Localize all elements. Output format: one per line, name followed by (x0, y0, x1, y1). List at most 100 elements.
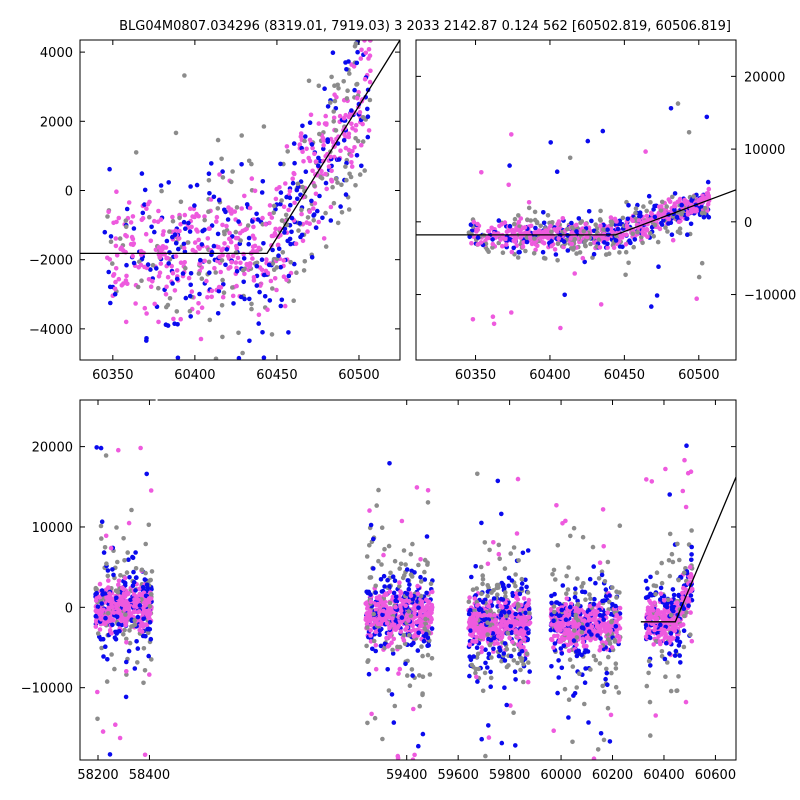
point-gray (408, 572, 414, 577)
point-magenta (222, 241, 227, 246)
point-blue (681, 628, 687, 633)
x-tick-label: 60450 (604, 368, 645, 383)
point-gray (647, 699, 653, 705)
point-magenta (109, 604, 114, 609)
point-blue (502, 658, 508, 663)
point-magenta (428, 619, 434, 625)
point-magenta (471, 219, 477, 225)
point-gray (597, 661, 603, 666)
point-gray (121, 632, 126, 637)
point-blue (188, 282, 193, 288)
point-blue (656, 264, 661, 270)
point-blue (490, 237, 495, 242)
point-blue (330, 50, 336, 55)
point-gray (133, 566, 139, 571)
point-magenta (197, 261, 202, 267)
point-blue (524, 626, 529, 631)
point-gray (398, 561, 404, 567)
point-blue (142, 187, 148, 193)
point-gray (300, 184, 305, 190)
point-blue (648, 663, 653, 668)
point-blue (114, 595, 119, 601)
point-magenta (321, 236, 327, 241)
point-magenta (506, 182, 512, 188)
point-gray (475, 471, 480, 477)
point-magenta (489, 225, 495, 231)
point-magenta (116, 578, 122, 584)
point-gray (425, 652, 431, 658)
point-blue (483, 660, 488, 666)
point-blue (496, 653, 502, 659)
point-gray (635, 229, 640, 235)
x-tick-label: 60200 (592, 768, 633, 783)
point-magenta (495, 634, 501, 639)
point-gray (571, 525, 577, 531)
point-gray (623, 272, 628, 278)
point-blue (485, 665, 490, 670)
point-magenta (196, 301, 201, 306)
point-gray (364, 643, 369, 649)
point-gray (590, 544, 596, 550)
point-magenta (548, 223, 553, 229)
point-gray (596, 576, 602, 581)
point-blue (556, 613, 562, 619)
point-blue (270, 247, 275, 253)
point-gray (230, 285, 235, 290)
point-magenta (116, 447, 121, 453)
point-magenta (331, 115, 337, 121)
y-tick-label: −10000 (744, 289, 796, 304)
point-magenta (330, 140, 336, 145)
point-magenta (94, 608, 99, 613)
point-magenta (155, 219, 161, 225)
point-magenta (111, 273, 116, 278)
point-magenta (492, 619, 498, 624)
axes-frame (79, 399, 737, 761)
point-magenta (252, 243, 258, 249)
point-magenta (656, 634, 661, 639)
point-blue (254, 263, 260, 269)
point-magenta (229, 259, 234, 265)
point-gray (519, 656, 525, 661)
point-gray (663, 225, 668, 230)
point-magenta (469, 241, 474, 246)
point-magenta (576, 622, 582, 627)
point-blue (303, 134, 308, 139)
point-magenta (274, 287, 279, 293)
point-blue (483, 647, 488, 652)
point-magenta (676, 617, 681, 623)
point-gray (532, 236, 537, 241)
point-blue (254, 211, 259, 217)
point-magenta (630, 218, 635, 223)
point-blue (572, 594, 578, 600)
point-blue (135, 646, 141, 651)
point-blue (278, 161, 283, 167)
point-blue (377, 632, 382, 637)
point-gray (480, 573, 486, 578)
point-blue (620, 244, 625, 250)
point-gray (167, 296, 173, 301)
point-gray (124, 672, 129, 677)
point-blue (473, 564, 479, 569)
point-blue (525, 548, 531, 553)
point-blue (506, 583, 512, 589)
point-magenta (160, 244, 166, 249)
point-magenta (359, 47, 364, 53)
point-blue (292, 160, 297, 166)
point-blue (140, 210, 146, 216)
point-gray (318, 174, 323, 180)
point-magenta (689, 638, 695, 644)
point-gray (95, 716, 100, 722)
point-magenta (479, 649, 484, 655)
point-blue (341, 138, 347, 143)
point-blue (555, 690, 560, 696)
point-magenta (583, 221, 588, 227)
point-gray (567, 657, 573, 662)
point-blue (236, 219, 241, 224)
point-blue (498, 612, 504, 618)
point-gray (552, 609, 557, 615)
x-tick-label: 60400 (643, 768, 684, 783)
point-blue (519, 648, 525, 654)
point-magenta (565, 642, 571, 648)
point-magenta (417, 617, 423, 623)
point-gray (206, 209, 211, 214)
